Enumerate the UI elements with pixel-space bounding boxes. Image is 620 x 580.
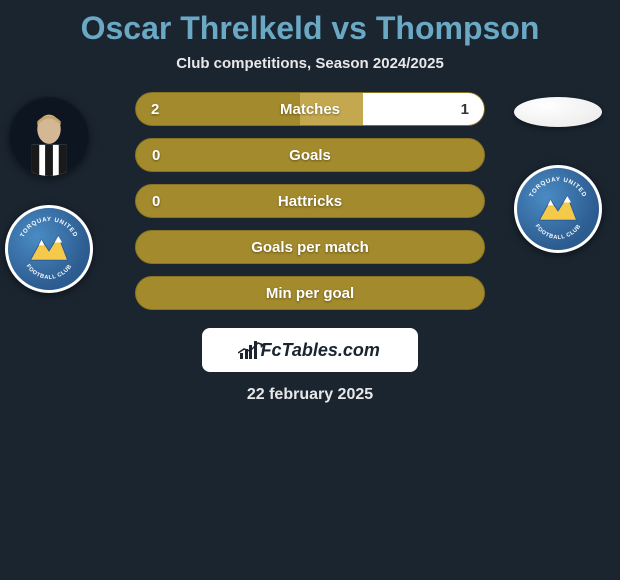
stat-label: Goals per match xyxy=(251,239,369,256)
stats-bars: 2 Matches 1 0 Goals 0 Hattricks Goals per match… xyxy=(135,92,485,310)
stat-row-min-per-goal: Min per goal xyxy=(135,276,485,310)
stat-row-goals-per-match: Goals per match xyxy=(135,230,485,264)
stat-label: Hattricks xyxy=(278,193,342,210)
stat-row-goals: 0 Goals xyxy=(135,138,485,172)
svg-text:TORQUAY UNITED: TORQUAY UNITED xyxy=(529,177,587,199)
comparison-area: TORQUAY UNITED FOOTBALL CLUB xyxy=(0,92,620,310)
stat-label: Min per goal xyxy=(266,285,354,302)
player-left-photo xyxy=(9,97,89,177)
stat-label: Matches xyxy=(280,101,340,118)
stat-row-matches: 2 Matches 1 xyxy=(135,92,485,126)
footer-date: 22 february 2025 xyxy=(247,386,373,404)
page-title: Oscar Threlkeld vs Thompson xyxy=(81,10,540,47)
player-left-club-badge: TORQUAY UNITED FOOTBALL CLUB xyxy=(5,205,93,293)
stat-value-left: 0 xyxy=(152,193,160,210)
left-player-column: TORQUAY UNITED FOOTBALL CLUB xyxy=(5,97,93,293)
player-right-club-badge: TORQUAY UNITED FOOTBALL CLUB xyxy=(514,165,602,253)
svg-text:FOOTBALL CLUB: FOOTBALL CLUB xyxy=(534,223,583,240)
subtitle: Club competitions, Season 2024/2025 xyxy=(176,55,444,72)
footer-logo-text: FcTables.com xyxy=(261,340,380,361)
footer-logo: FcTables.com xyxy=(202,328,418,372)
stat-value-left: 0 xyxy=(152,147,160,164)
svg-text:FOOTBALL CLUB: FOOTBALL CLUB xyxy=(25,263,74,280)
stat-value-right: 1 xyxy=(461,101,469,118)
stat-label: Goals xyxy=(289,147,331,164)
torquay-badge-icon: TORQUAY UNITED FOOTBALL CLUB xyxy=(514,168,602,250)
stat-left-fill xyxy=(135,92,300,126)
torquay-badge-icon: TORQUAY UNITED FOOTBALL CLUB xyxy=(5,208,93,290)
svg-text:TORQUAY UNITED: TORQUAY UNITED xyxy=(20,217,78,239)
infographic-container: Oscar Threlkeld vs Thompson Club competi… xyxy=(0,0,620,414)
player-left-svg xyxy=(10,98,88,176)
right-player-column: TORQUAY UNITED FOOTBALL CLUB xyxy=(514,97,602,253)
stat-row-hattricks: 0 Hattricks xyxy=(135,184,485,218)
player-right-photo-placeholder xyxy=(514,97,602,127)
stat-value-left: 2 xyxy=(151,101,159,118)
chart-icon xyxy=(240,341,257,359)
